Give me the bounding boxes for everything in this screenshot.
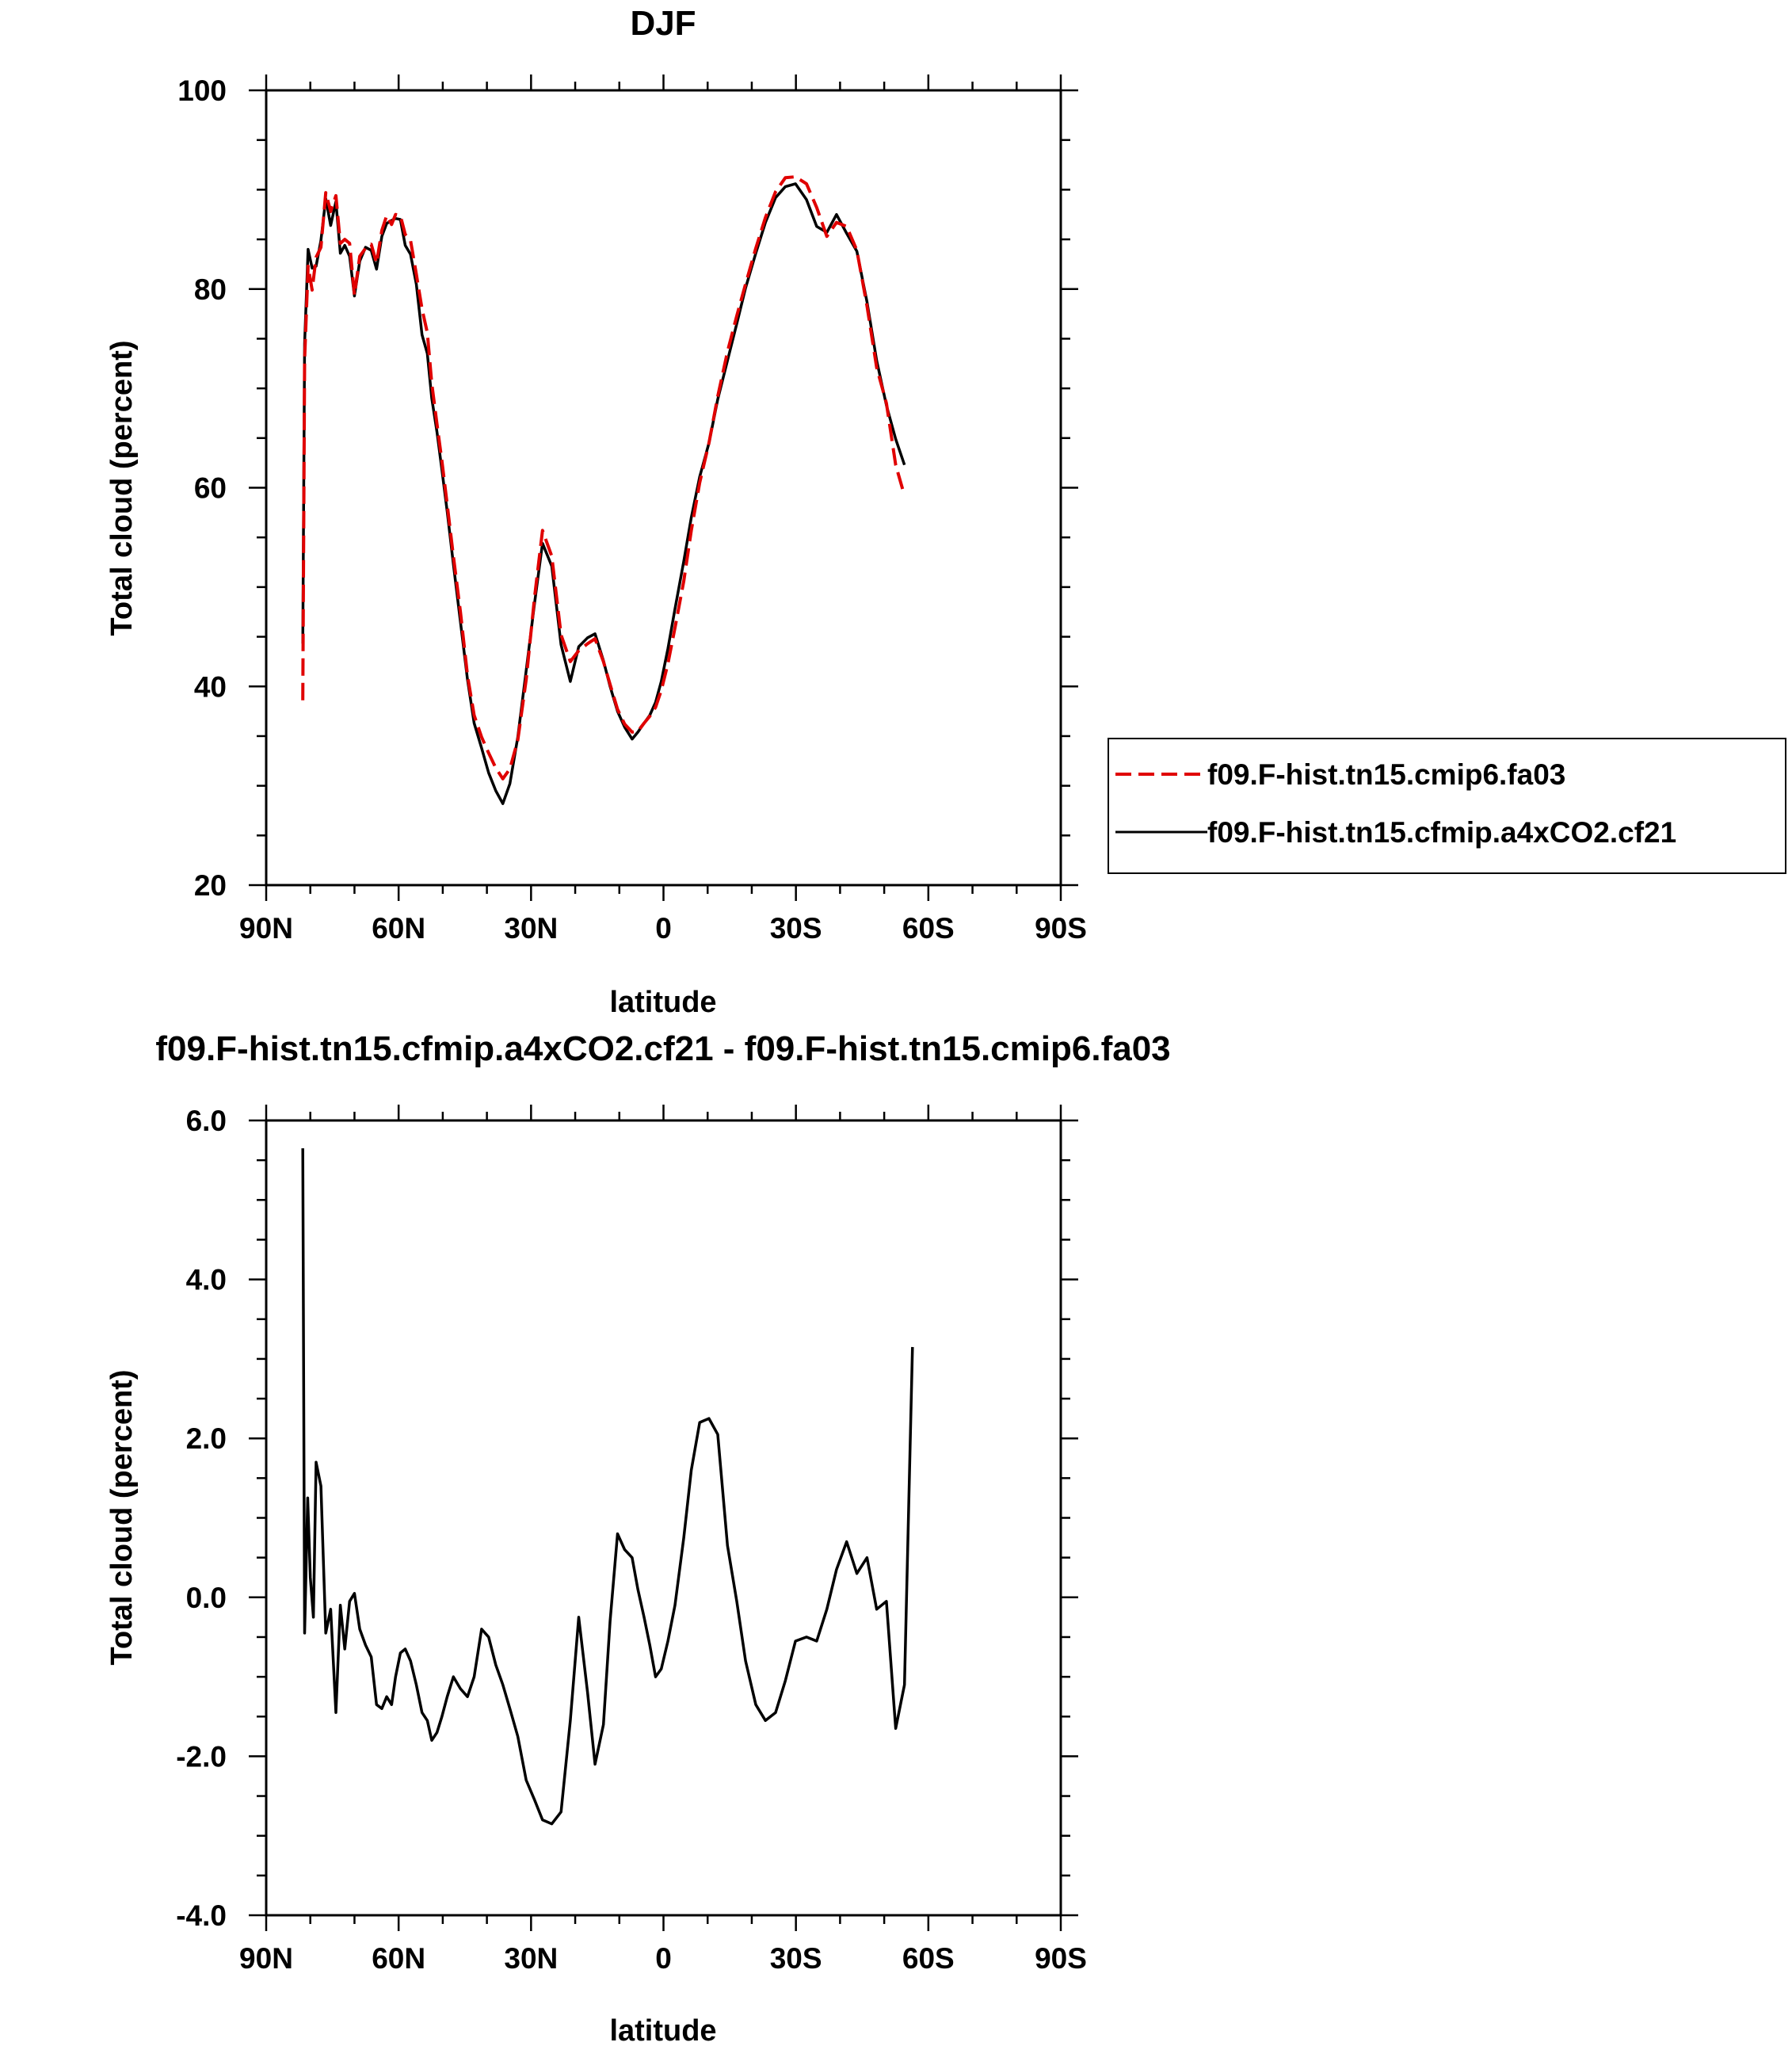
y-tick-label: 0.0 — [186, 1582, 227, 1614]
x-tick-label: 90N — [239, 1942, 293, 1975]
x-tick-label: 60S — [902, 912, 955, 945]
legend: f09.F-hist.tn15.cmip6.fa03 f09.F-hist.tn… — [1108, 738, 1786, 874]
x-tick-label: 30N — [504, 912, 558, 945]
top-y-axis-label: Total cloud (percent) — [105, 341, 139, 636]
top-chart-title: DJF — [630, 4, 696, 43]
bottom-plot-frame — [265, 1119, 1062, 1917]
top-tick-labels: 90N 60N 30N 0 30S 60S 90S 20 40 60 80 100 — [177, 74, 1087, 945]
y-tick-label: 6.0 — [186, 1105, 227, 1137]
y-tick-label: -4.0 — [176, 1899, 227, 1932]
legend-entry-series-1: f09.F-hist.tn15.cmip6.fa03 — [1207, 758, 1565, 791]
x-tick-label: 60N — [372, 1942, 425, 1975]
top-plot-frame — [265, 89, 1062, 887]
bottom-chart: f09.F-hist.tn15.cfmip.a4xCO2.cf21 - f09.… — [105, 1029, 1171, 2046]
y-tick-label: 60 — [194, 472, 227, 505]
x-tick-label: 90S — [1035, 1942, 1087, 1975]
y-tick-label: 40 — [194, 670, 227, 703]
x-tick-label: 0 — [655, 1942, 672, 1975]
bottom-x-axis-label: latitude — [609, 2014, 716, 2046]
y-tick-label: 80 — [194, 273, 227, 306]
top-chart: DJF 90N 60N 30N 0 30S 60S 90S 20 40 60 80 100 latit… — [105, 4, 1087, 1019]
x-tick-label: 60N — [372, 912, 425, 945]
top-ticks — [249, 74, 1078, 901]
x-tick-label: 90S — [1035, 912, 1087, 945]
y-tick-label: 100 — [177, 74, 227, 107]
bottom-tick-labels: 90N 60N 30N 0 30S 60S 90S -4.0 -2.0 0.0 2.0 4.0 6.0 — [176, 1105, 1087, 1975]
legend-entry-series-2: f09.F-hist.tn15.cfmip.a4xCO2.cf21 — [1207, 816, 1676, 849]
top-series — [301, 175, 906, 805]
y-tick-label: 20 — [194, 869, 227, 902]
x-tick-label: 30S — [770, 1942, 822, 1975]
bottom-y-axis-label: Total cloud (percent) — [105, 1370, 139, 1666]
x-tick-label: 30N — [504, 1942, 558, 1975]
series-line-1 — [301, 1148, 914, 1826]
y-tick-label: 4.0 — [186, 1264, 227, 1296]
y-tick-label: 2.0 — [186, 1422, 227, 1455]
series-line-2 — [301, 182, 906, 805]
bottom-ticks — [249, 1105, 1078, 1931]
x-tick-label: 60S — [902, 1942, 955, 1975]
legend-box — [1108, 738, 1786, 874]
series-line-1 — [301, 175, 906, 781]
top-x-axis-label: latitude — [609, 986, 716, 1019]
y-tick-label: -2.0 — [176, 1740, 227, 1773]
x-tick-label: 30S — [770, 912, 822, 945]
x-tick-label: 0 — [655, 912, 672, 945]
bottom-series — [301, 1148, 914, 1826]
bottom-chart-title: f09.F-hist.tn15.cfmip.a4xCO2.cf21 - f09.… — [155, 1029, 1170, 1068]
x-tick-label: 90N — [239, 912, 293, 945]
